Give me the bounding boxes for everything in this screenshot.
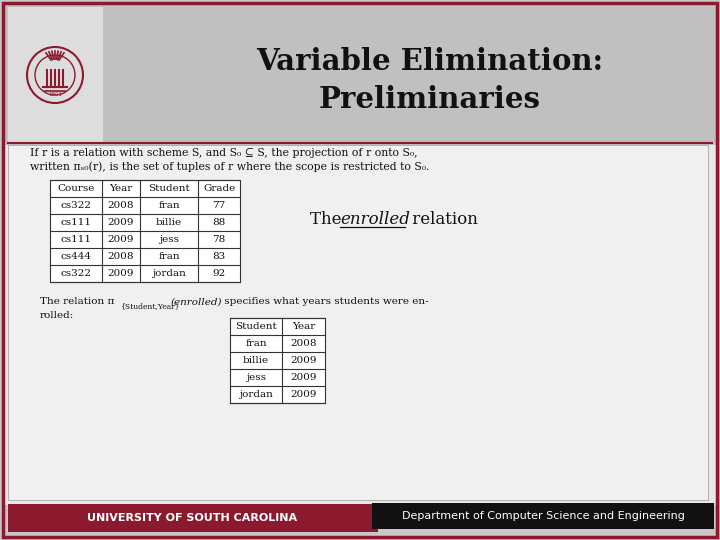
FancyBboxPatch shape — [372, 503, 714, 529]
FancyBboxPatch shape — [8, 145, 708, 500]
Text: Department of Computer Science and Engineering: Department of Computer Science and Engin… — [402, 511, 685, 521]
Text: relation: relation — [407, 212, 478, 228]
Text: Year: Year — [109, 184, 132, 193]
FancyBboxPatch shape — [230, 318, 325, 403]
FancyBboxPatch shape — [3, 145, 717, 505]
Text: 2009: 2009 — [108, 235, 134, 244]
Text: The relation π: The relation π — [40, 298, 114, 307]
Text: Student: Student — [235, 322, 277, 331]
FancyBboxPatch shape — [8, 7, 103, 142]
Text: jess: jess — [246, 373, 266, 382]
Text: cs322: cs322 — [60, 269, 91, 278]
Text: billie: billie — [156, 218, 182, 227]
Text: 2009: 2009 — [290, 373, 317, 382]
Text: fran: fran — [158, 201, 180, 210]
Text: 2008: 2008 — [108, 201, 134, 210]
Text: jordan: jordan — [152, 269, 186, 278]
FancyBboxPatch shape — [3, 3, 717, 145]
Text: billie: billie — [243, 356, 269, 365]
Text: rolled:: rolled: — [40, 310, 74, 320]
Text: 1801: 1801 — [48, 92, 62, 98]
Text: written πₛ₀(r), is the set of tuples of r where the scope is restricted to S₀.: written πₛ₀(r), is the set of tuples of … — [30, 161, 429, 172]
Text: Year: Year — [292, 322, 315, 331]
Text: UNIVERSITY OF SOUTH CAROLINA: UNIVERSITY OF SOUTH CAROLINA — [87, 513, 297, 523]
Text: Variable Elimination:: Variable Elimination: — [256, 48, 603, 77]
Text: 78: 78 — [212, 235, 225, 244]
Text: fran: fran — [246, 339, 267, 348]
Text: enrolled: enrolled — [340, 212, 410, 228]
Text: cs111: cs111 — [60, 218, 91, 227]
FancyBboxPatch shape — [50, 180, 240, 282]
Text: fran: fran — [158, 252, 180, 261]
Text: cs111: cs111 — [60, 235, 91, 244]
Text: 2008: 2008 — [108, 252, 134, 261]
Text: 2009: 2009 — [290, 390, 317, 399]
Text: (enrolled): (enrolled) — [171, 298, 222, 307]
Text: Grade: Grade — [203, 184, 235, 193]
Text: 92: 92 — [212, 269, 225, 278]
Text: cs322: cs322 — [60, 201, 91, 210]
Text: 2009: 2009 — [108, 269, 134, 278]
Text: 2008: 2008 — [290, 339, 317, 348]
Text: 2009: 2009 — [108, 218, 134, 227]
Text: 2009: 2009 — [290, 356, 317, 365]
Text: Student: Student — [148, 184, 190, 193]
Text: Course: Course — [58, 184, 95, 193]
Text: jordan: jordan — [239, 390, 273, 399]
Text: jess: jess — [159, 235, 179, 244]
Text: specifies what years students were en-: specifies what years students were en- — [221, 298, 428, 307]
Text: The: The — [310, 212, 347, 228]
Text: 83: 83 — [212, 252, 225, 261]
Text: 77: 77 — [212, 201, 225, 210]
Text: cs444: cs444 — [60, 252, 91, 261]
Text: Preliminaries: Preliminaries — [319, 85, 541, 114]
FancyBboxPatch shape — [8, 504, 378, 532]
Text: {Student,Year}: {Student,Year} — [120, 302, 179, 310]
Text: If r is a relation with scheme S, and S₀ ⊆ S, the projection of r onto S₀,: If r is a relation with scheme S, and S₀… — [30, 148, 418, 158]
Text: 88: 88 — [212, 218, 225, 227]
